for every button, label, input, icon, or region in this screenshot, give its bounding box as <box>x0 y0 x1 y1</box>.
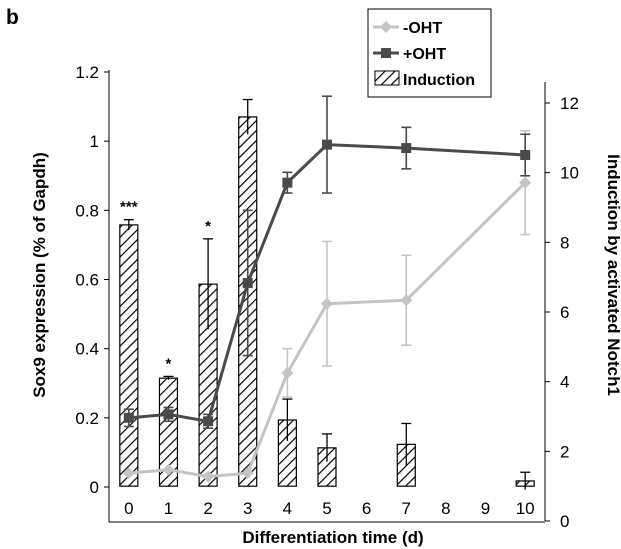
y2-tick-label: 6 <box>560 303 569 322</box>
significance-marker: *** <box>120 199 138 216</box>
y-tick-label: 0.8 <box>75 201 99 220</box>
x-tick-label: 10 <box>516 499 535 518</box>
legend-label: -OHT <box>403 20 442 37</box>
data-point <box>401 143 412 154</box>
x-tick-label: 6 <box>362 499 371 518</box>
y2-tick-label: 8 <box>560 233 569 252</box>
legend-label: Induction <box>403 72 475 89</box>
y2-axis-title: Induction by activated Notch1 <box>604 154 621 396</box>
y-axis-title: Sox9 expression (% of Gapdh) <box>30 152 49 398</box>
significance-marker: * <box>166 355 172 372</box>
data-point <box>281 366 294 379</box>
x-tick-label: 7 <box>402 499 411 518</box>
data-point <box>519 176 532 189</box>
y2-tick-label: 0 <box>560 512 569 531</box>
y-tick-label: 0.6 <box>75 271 99 290</box>
data-point <box>163 409 174 420</box>
bar <box>119 224 139 487</box>
data-point <box>202 470 215 483</box>
legend: -OHT +OHT Induction <box>367 8 492 98</box>
y-tick-label: 0 <box>90 478 99 497</box>
x-tick-label: 5 <box>322 499 331 518</box>
panel-label: b <box>6 6 19 29</box>
data-point <box>400 294 413 307</box>
y2-tick-label: 12 <box>560 94 579 113</box>
data-point <box>241 467 254 480</box>
y-tick-label: 0.4 <box>75 340 99 359</box>
x-tick-label: 0 <box>124 499 133 518</box>
legend-marker-diamond <box>380 21 392 33</box>
y-tick-label: 0.2 <box>75 409 99 428</box>
significance-marker: * <box>205 218 211 235</box>
data-point <box>203 416 214 427</box>
x-tick-label: 1 <box>164 499 173 518</box>
y-tick-label: 1 <box>90 132 99 151</box>
x-tick-label: 3 <box>243 499 252 518</box>
x-tick-label: 8 <box>441 499 450 518</box>
data-point <box>123 412 134 423</box>
y2-tick-label: 10 <box>560 164 579 183</box>
series-line <box>128 143 526 424</box>
data-point <box>242 277 253 288</box>
x-tick-label: 4 <box>283 499 292 518</box>
y2-tick-label: 2 <box>560 442 569 461</box>
data-point <box>520 150 531 160</box>
y2-tick-label: 4 <box>560 373 569 392</box>
data-point <box>122 467 135 480</box>
series-line <box>128 181 527 479</box>
data-point <box>322 139 332 150</box>
legend-swatch-hatched <box>374 70 400 86</box>
data-point <box>282 177 293 188</box>
x-tick-label: 9 <box>481 499 490 518</box>
data-point <box>321 297 333 310</box>
data-point <box>162 463 175 476</box>
legend-marker-square <box>381 48 391 58</box>
y-tick-label: 1.2 <box>75 63 99 82</box>
legend-label: +OHT <box>403 46 446 63</box>
x-axis-title: Differentiation time (d) <box>242 528 423 547</box>
x-tick-label: 2 <box>203 499 212 518</box>
